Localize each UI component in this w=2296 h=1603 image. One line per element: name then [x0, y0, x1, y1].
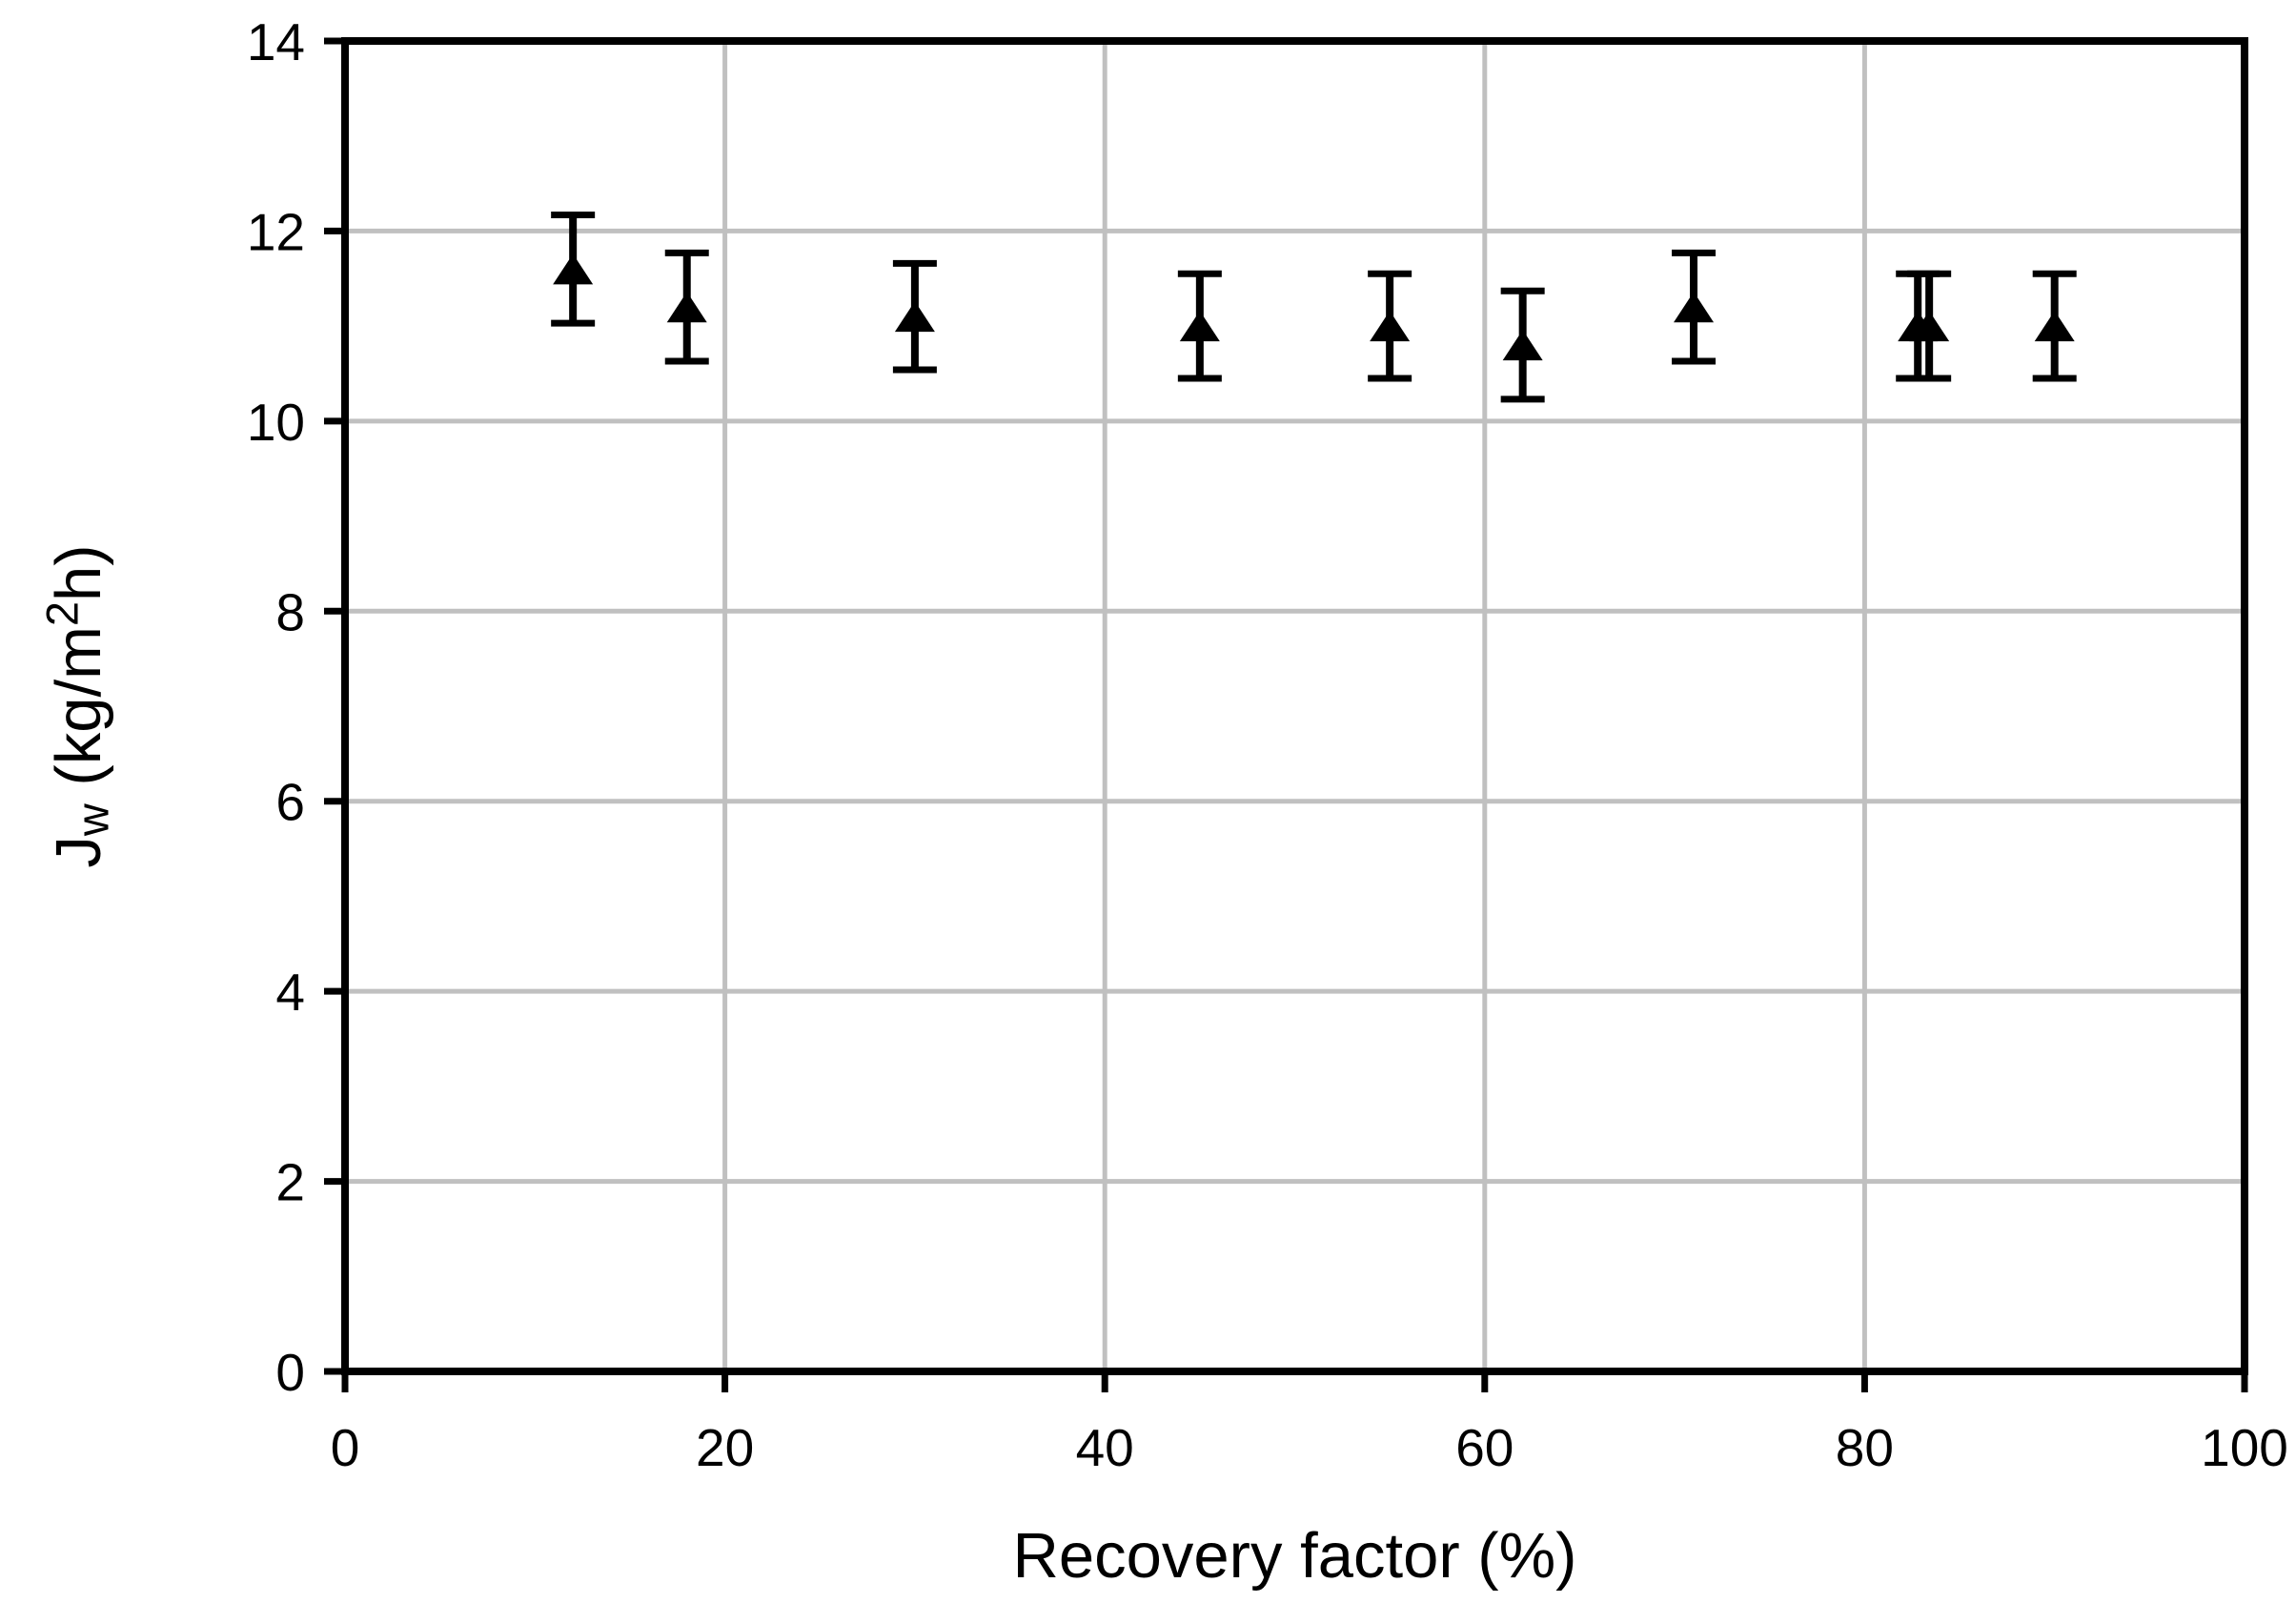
- y-tick-labels: 0 2 4 6 8 10 12 14: [247, 12, 305, 1402]
- gridlines: [345, 41, 2245, 1371]
- y-axis-title-subscript: w: [68, 803, 118, 837]
- x-tick-label: 60: [1455, 1418, 1514, 1477]
- plot-border: [341, 37, 2248, 1375]
- y-tick-label: 8: [275, 582, 305, 641]
- y-axis-title-symbol: J: [43, 836, 115, 868]
- x-axis-title: Recovery factor (%): [1012, 1520, 1577, 1592]
- y-axis-title-unit-pre: (kg/m: [43, 626, 115, 804]
- triangle-marker: [1370, 311, 1411, 342]
- x-tick-label: 80: [1836, 1418, 1894, 1477]
- y-tick-label: 10: [247, 393, 305, 452]
- y-tick-label: 4: [275, 963, 305, 1022]
- x-tick-label: 20: [696, 1418, 754, 1477]
- x-tick-label: 0: [331, 1418, 360, 1477]
- error-bars: [551, 211, 2077, 403]
- triangle-marker: [2034, 311, 2075, 342]
- y-tick-label: 6: [275, 773, 305, 832]
- data-point-markers: [553, 254, 2075, 361]
- triangle-marker: [1179, 311, 1220, 342]
- triangle-marker: [1502, 330, 1543, 361]
- y-tick-label: 12: [247, 202, 305, 261]
- y-axis-title-superscript: 2: [37, 600, 88, 627]
- y-tick-label: 14: [247, 12, 305, 71]
- triangle-marker: [553, 254, 594, 285]
- y-axis-title: Jw (kg/m2h): [37, 544, 118, 868]
- plot-frame: [341, 37, 2248, 1375]
- y-tick-label: 0: [275, 1343, 305, 1402]
- x-tick-label: 40: [1076, 1418, 1134, 1477]
- x-tick-labels: 0 20 40 60 80 100: [331, 1418, 2288, 1477]
- y-tick-label: 2: [275, 1153, 305, 1212]
- y-axis-title-unit-post: h): [43, 544, 115, 601]
- triangle-marker: [894, 301, 935, 333]
- triangle-marker: [1674, 292, 1715, 323]
- x-tick-label: 100: [2201, 1418, 2288, 1477]
- axis-ticks: [324, 37, 2248, 1392]
- triangle-marker: [1909, 311, 1950, 342]
- triangle-marker: [666, 292, 707, 323]
